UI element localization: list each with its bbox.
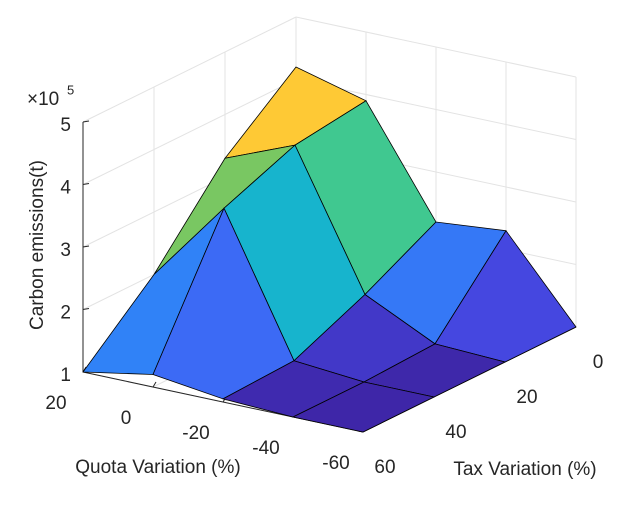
- z-tick-label: 2: [60, 303, 71, 324]
- z-tick: [82, 308, 90, 310]
- x-tick-label: 0: [121, 408, 132, 429]
- x-tick-label: -40: [252, 438, 279, 459]
- x-tick-label: -20: [182, 423, 209, 444]
- surface-patch: [291, 381, 436, 433]
- z-tick-label: 3: [60, 240, 71, 261]
- y-tick-label: 60: [374, 457, 395, 478]
- x-axis-title: Quota Variation (%): [75, 457, 240, 478]
- y-axis-title: Tax Variation (%): [453, 459, 596, 480]
- z-tick: [82, 245, 90, 248]
- z-axis-title: Carbon emissions(t): [27, 160, 48, 330]
- z-tick-label: 5: [60, 115, 71, 136]
- z-tick: [82, 120, 90, 123]
- x-tick-label: -60: [322, 453, 349, 474]
- y-tick-label: 0: [593, 352, 604, 373]
- z-tick-label: 4: [60, 178, 71, 199]
- y-tick-label: 20: [516, 387, 537, 408]
- z-multiplier: ×10: [27, 89, 59, 110]
- x-tick-label: 20: [45, 393, 66, 414]
- z-tick-label: 1: [60, 365, 71, 386]
- grid-line: [82, 79, 297, 185]
- z-power: 5: [67, 82, 74, 97]
- y-tick-label: 40: [445, 422, 466, 443]
- z-tick: [82, 183, 90, 185]
- grid-line: [82, 16, 297, 123]
- x-tick: [152, 381, 157, 388]
